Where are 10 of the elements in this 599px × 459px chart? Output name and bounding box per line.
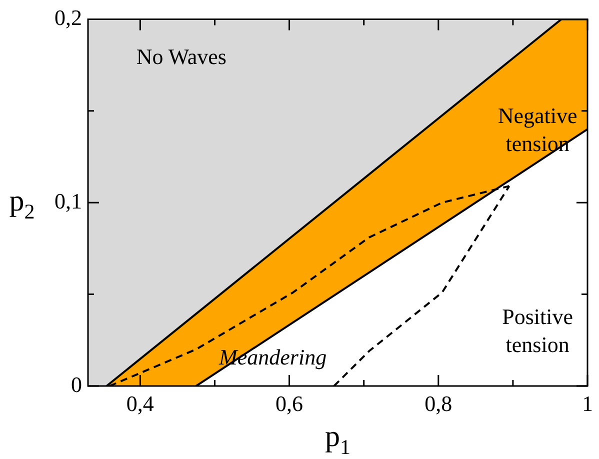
annotation: Negative tension bbox=[498, 102, 578, 156]
x-tick-label: 0,8 bbox=[424, 390, 452, 416]
y-tick-label: 0,1 bbox=[54, 188, 82, 214]
y-tick-label: 0,2 bbox=[54, 4, 82, 30]
x-tick-label: 1 bbox=[582, 390, 593, 416]
annotation: Positive tension bbox=[502, 304, 574, 357]
y-tick-label: 0 bbox=[71, 372, 82, 397]
annotation: No Waves bbox=[136, 44, 226, 70]
x-tick-label: 0,4 bbox=[126, 390, 154, 416]
x-tick-label: 0,6 bbox=[276, 390, 304, 416]
